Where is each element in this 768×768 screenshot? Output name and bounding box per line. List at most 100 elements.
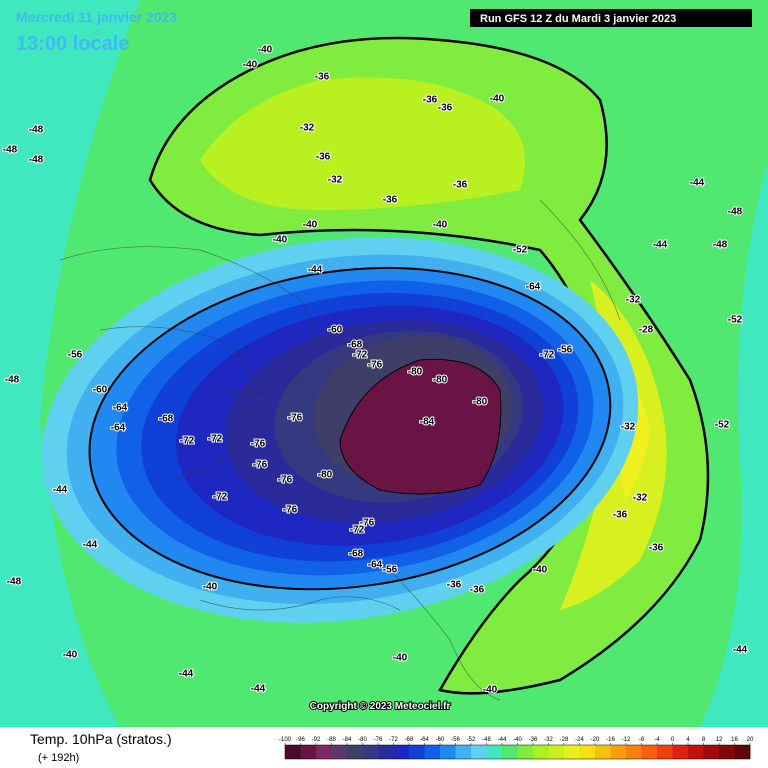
contour-label: -68 <box>348 340 363 351</box>
contour-label: -76 <box>253 460 268 471</box>
contour-label: -40 <box>533 565 548 576</box>
warm-zone-top <box>200 77 525 210</box>
scale-tick-label: -72 <box>389 737 398 743</box>
scale-cell <box>548 745 565 759</box>
contour-label: -36 <box>315 72 330 83</box>
vortex-core <box>339 358 502 495</box>
contour-label: -40 <box>258 45 273 56</box>
contour-label: -84 <box>420 417 435 428</box>
contour-label: -32 <box>300 123 315 134</box>
cold-zone-left <box>0 0 140 727</box>
contour-label: -48 <box>29 125 44 136</box>
contour-label: -44 <box>653 240 668 251</box>
contour-label: -36 <box>447 580 462 591</box>
copyright: Copyright © 2023 Meteociel.fr <box>310 701 451 712</box>
contour-label: -48 <box>3 145 18 156</box>
scale-tick-label: -36 <box>529 737 538 743</box>
contour-label: -36 <box>613 510 628 521</box>
scale-tick-label: 12 <box>716 737 723 743</box>
scale-tick-label: -16 <box>606 737 615 743</box>
contour-label: -52 <box>715 420 730 431</box>
contour-label: -64 <box>368 560 383 571</box>
contour-label: -64 <box>113 403 128 414</box>
scale-cell <box>486 745 503 759</box>
contour-label: -76 <box>368 360 383 371</box>
scale-tick-label: -32 <box>544 737 553 743</box>
coastlines <box>59 199 621 701</box>
contour-label: -32 <box>621 422 636 433</box>
scale-cell <box>471 745 487 759</box>
contour-label: -48 <box>728 207 743 218</box>
contour-label: -48 <box>29 155 44 166</box>
scale-cell <box>502 745 518 759</box>
contour-label: -60 <box>93 385 108 396</box>
contour-label: -36 <box>438 103 453 114</box>
footer-lead: (+ 192h) <box>38 752 79 764</box>
contour-label: -76 <box>251 439 266 450</box>
contour-label: -72 <box>350 525 365 536</box>
scale-tick-label: -24 <box>575 737 584 743</box>
contour-label: -60 <box>328 325 343 336</box>
contour-label: -40 <box>433 220 448 231</box>
forecast-time: 13:00 locale <box>16 33 129 55</box>
contour-label: -36 <box>470 585 485 596</box>
scale-tick-label: 4 <box>686 737 690 743</box>
scale-cell <box>626 745 642 759</box>
scale-cell <box>316 745 332 759</box>
scale-cell <box>595 745 611 759</box>
contour-label: -36 <box>316 152 331 163</box>
contour-label: -40 <box>303 220 318 231</box>
contour-label: -80 <box>473 397 488 408</box>
scale-tick-label: -64 <box>420 737 429 743</box>
scale-tick-label: -88 <box>327 737 336 743</box>
scale-cell <box>703 745 720 759</box>
scale-tick-label: -52 <box>467 737 476 743</box>
contour-label: -72 <box>208 434 223 445</box>
scale-tick-label: -100 <box>279 737 292 743</box>
contour-label: -44 <box>733 645 748 656</box>
contour-label: -32 <box>626 295 641 306</box>
scale-cell <box>657 745 673 759</box>
contour-label: -48 <box>5 375 20 386</box>
scale-cell <box>641 745 658 759</box>
scale-tick-label: -96 <box>296 737 305 743</box>
scale-tick-label: -44 <box>498 737 507 743</box>
contour-label: -44 <box>179 669 194 680</box>
scale-cell <box>409 745 425 759</box>
scale-tick-label: -76 <box>374 737 383 743</box>
contour-label: -56 <box>558 345 573 356</box>
contour-label: -44 <box>53 485 68 496</box>
scale-tick-label: -60 <box>436 737 445 743</box>
contour-label: -72 <box>180 436 195 447</box>
contour-label: -76 <box>288 413 303 424</box>
footer-title: Temp. 10hPa (stratos.) <box>30 731 172 747</box>
scale-cell <box>564 745 580 759</box>
contour-label: -32 <box>633 493 648 504</box>
contour-label: -52 <box>513 245 528 256</box>
cold-zone-right <box>700 160 768 727</box>
scale-cell <box>424 745 441 759</box>
contour-label: -64 <box>111 423 126 434</box>
scale-cell <box>331 745 348 759</box>
contour-label: -36 <box>453 180 468 191</box>
contour-label: -56 <box>383 565 398 576</box>
contour-label: -44 <box>308 265 323 276</box>
contour-label: -48 <box>7 577 22 588</box>
scale-tick-label: -4 <box>654 737 660 743</box>
contour-label: -76 <box>283 505 298 516</box>
scale-tick-label: -28 <box>560 737 569 743</box>
scale-cell <box>440 745 456 759</box>
contour-label: -40 <box>393 653 408 664</box>
scale-tick-label: -20 <box>591 737 600 743</box>
contour-label: -80 <box>408 367 423 378</box>
contour-label: -40 <box>63 650 78 661</box>
forecast-date: Mercredi 11 janvier 2023 <box>16 9 177 25</box>
scale-tick-label: -40 <box>513 737 522 743</box>
scale-tick-label: -56 <box>451 737 460 743</box>
scale-tick-label: 16 <box>731 737 738 743</box>
contour-label: -48 <box>713 240 728 251</box>
scale-cell <box>362 745 379 759</box>
scale-tick-label: -48 <box>482 737 491 743</box>
scale-tick-label: -80 <box>358 737 367 743</box>
